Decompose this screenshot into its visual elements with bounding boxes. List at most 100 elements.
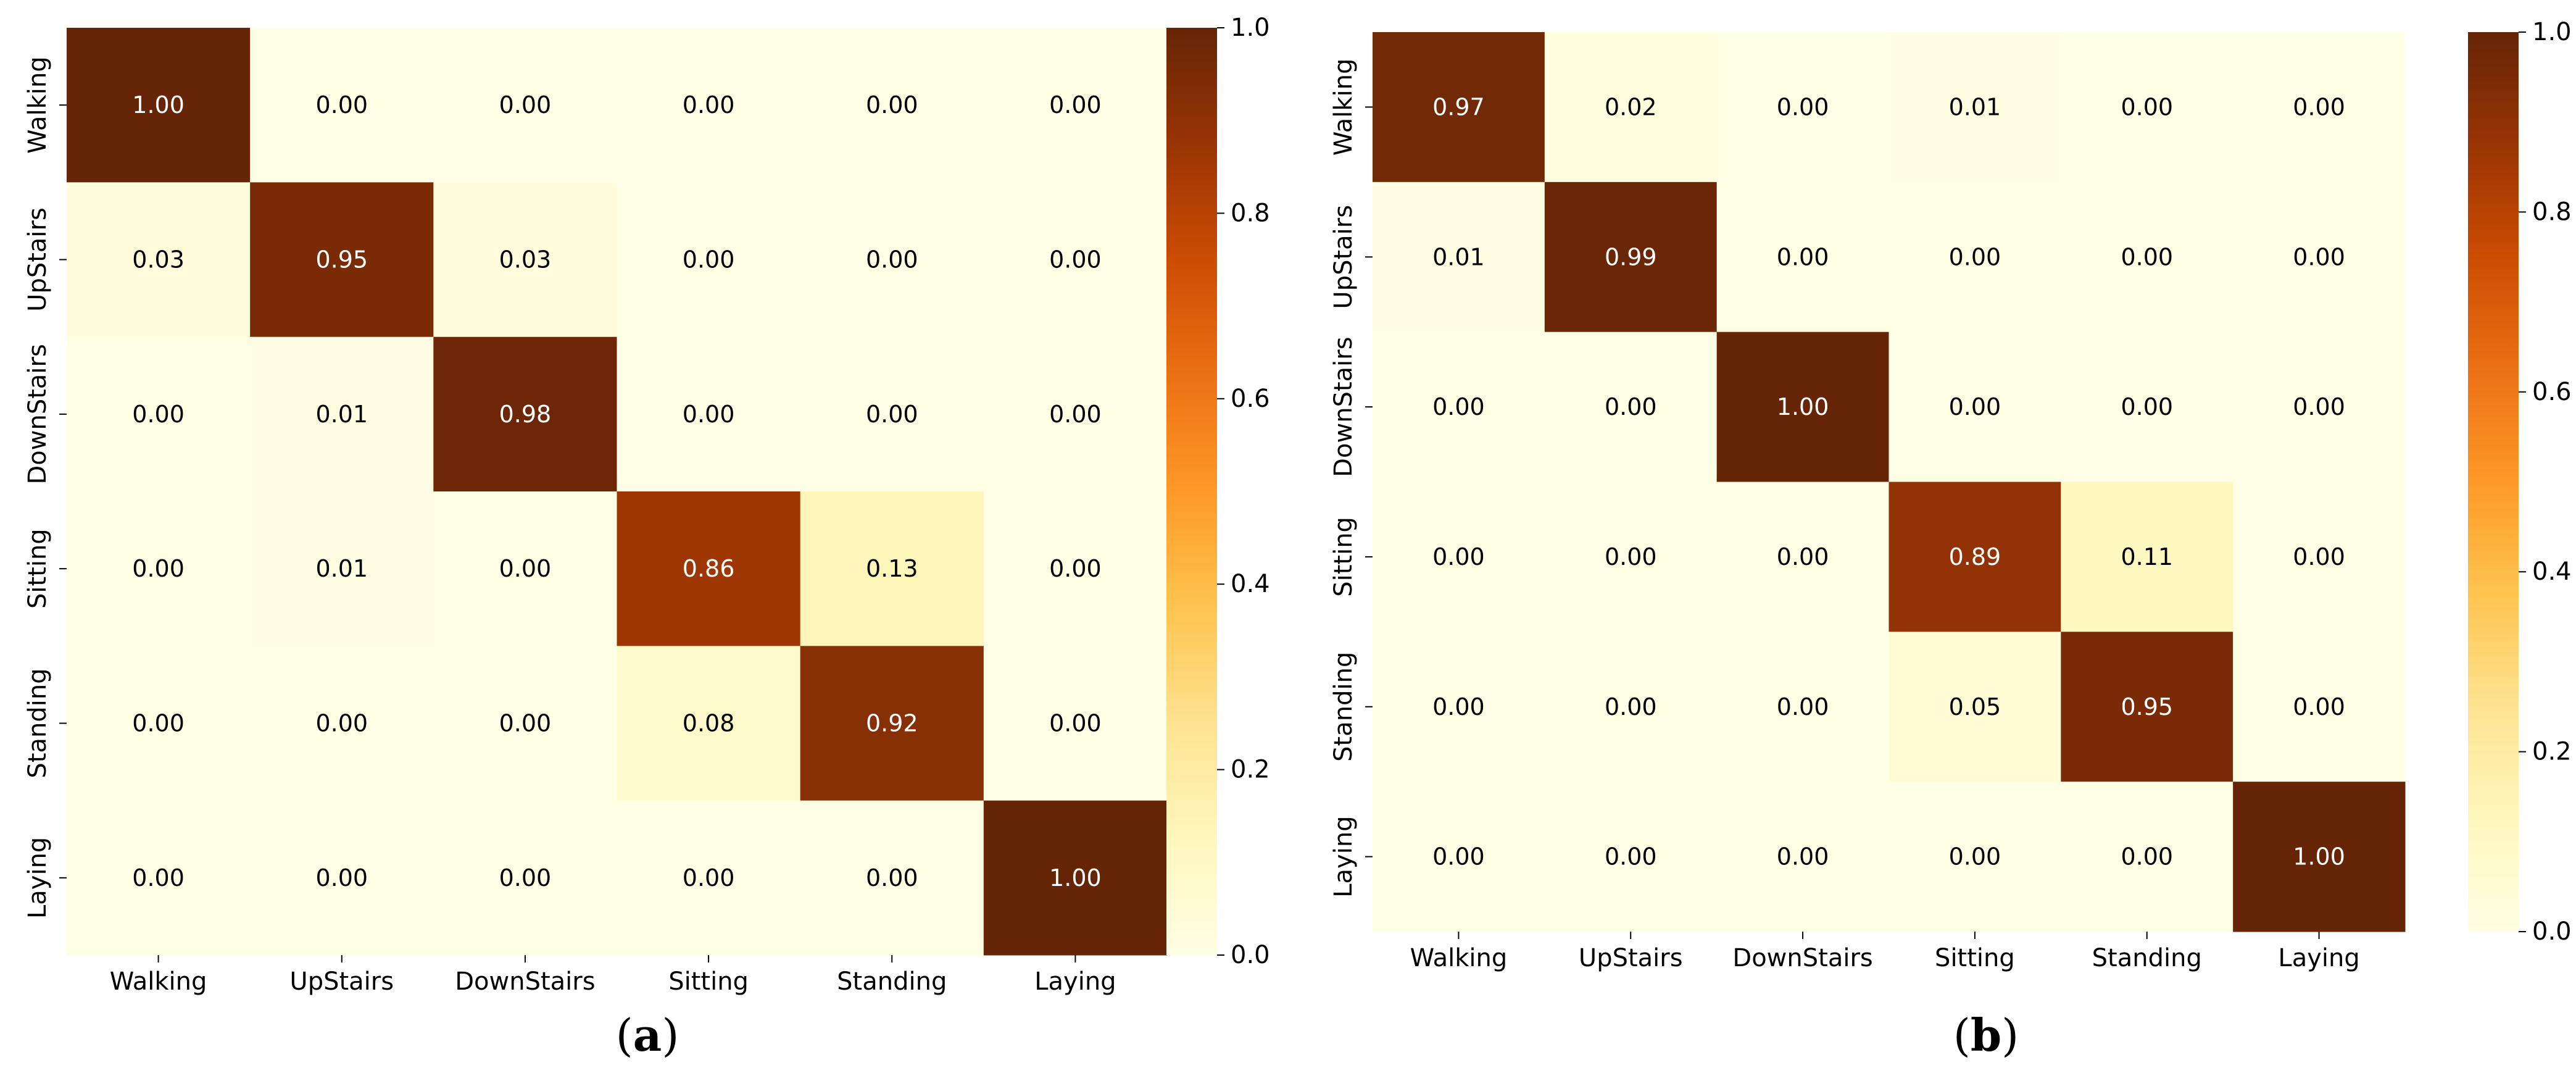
cell-value-label: 0.02 <box>1605 93 1657 120</box>
cell-value-label: 0.00 <box>1049 91 1102 119</box>
heatmap-cell <box>1888 632 2061 782</box>
cell-value-label: 0.92 <box>866 710 918 737</box>
cell-value-label: 0.00 <box>1432 843 1485 871</box>
heatmap-cell <box>250 646 434 801</box>
cell-value-label: 0.00 <box>1432 693 1485 720</box>
heatmap-cell <box>617 336 801 492</box>
cell-value-label: 0.00 <box>2121 93 2173 120</box>
colorbar-tick-label: 0.8 <box>1231 199 1270 227</box>
cell-value-label: 0.00 <box>499 864 552 891</box>
heatmap-cell <box>800 336 984 492</box>
cell-value-label: 0.00 <box>2121 393 2173 420</box>
heatmap-cell <box>1544 32 1718 183</box>
panel-caption: (a) <box>616 1009 679 1061</box>
cell-value-label: 0.00 <box>1049 555 1102 582</box>
cell-value-label: 0.03 <box>132 246 185 273</box>
cell-value-label: 1.00 <box>1049 864 1102 891</box>
x-tick-label: Walking <box>110 967 207 996</box>
heatmap-cell <box>617 491 801 646</box>
cell-value-label: 0.00 <box>315 710 368 737</box>
cell-value-label: 0.00 <box>499 555 552 582</box>
cell-value-label: 0.00 <box>1049 246 1102 273</box>
heatmap-cell <box>2061 32 2233 183</box>
colorbar-tick-label: 0.6 <box>1231 385 1270 413</box>
cell-value-label: 0.00 <box>1949 243 2001 270</box>
heatmap-cell <box>2233 32 2406 183</box>
cell-value-label: 1.00 <box>2293 843 2345 871</box>
heatmap-cell <box>2061 632 2233 782</box>
heatmap-cell <box>1716 632 1889 782</box>
y-tick-label: UpStairs <box>23 207 52 312</box>
cell-value-label: 0.00 <box>1605 543 1657 570</box>
heatmap-cell <box>250 28 434 183</box>
cell-value-label: 0.00 <box>1777 93 1829 120</box>
cell-value-label: 0.00 <box>1605 843 1657 871</box>
heatmap-cell <box>2233 482 2406 632</box>
x-tick-label: DownStairs <box>1732 944 1872 972</box>
heatmap-cell <box>800 800 984 956</box>
cell-value-label: 0.11 <box>2121 543 2173 570</box>
heatmap-cell <box>433 182 617 338</box>
heatmap-cell <box>433 28 617 183</box>
heatmap-cell <box>800 646 984 801</box>
cell-value-label: 0.95 <box>315 246 368 273</box>
heatmap-cell <box>433 800 617 956</box>
heatmap-cell <box>1888 482 2061 632</box>
x-tick-label: Sitting <box>668 967 749 996</box>
x-tick-label: UpStairs <box>289 967 394 996</box>
cell-value-label: 0.89 <box>1949 543 2001 570</box>
y-tick-label: Walking <box>23 56 52 154</box>
heatmap-cell <box>1373 632 1545 782</box>
heatmap-cell <box>67 646 251 801</box>
colorbar-tick-label: 0.6 <box>2532 378 2572 406</box>
cell-value-label: 0.00 <box>2121 843 2173 871</box>
heatmap-cell <box>1544 782 1718 932</box>
y-tick-label: Standing <box>23 668 52 778</box>
cell-value-label: 0.00 <box>1777 843 1829 871</box>
cell-value-label: 0.01 <box>315 555 368 582</box>
cell-value-label: 0.00 <box>1049 401 1102 428</box>
heatmap-cell <box>983 336 1168 492</box>
heatmap-cell <box>1544 332 1718 482</box>
colorbar-tick-label: 1.0 <box>1231 14 1270 42</box>
cell-value-label: 0.08 <box>683 710 735 737</box>
cell-value-label: 0.00 <box>1949 843 2001 871</box>
heatmap-cell <box>800 182 984 338</box>
cell-value-label: 0.00 <box>1432 543 1485 570</box>
cell-value-label: 0.00 <box>683 401 735 428</box>
heatmap-cell <box>617 182 801 338</box>
heatmap-cell <box>2061 332 2233 482</box>
heatmap-cell <box>67 182 251 338</box>
y-tick-label: Sitting <box>23 528 52 609</box>
heatmap-cell <box>1888 182 2061 333</box>
colorbar <box>1166 28 1217 955</box>
y-tick-label: DownStairs <box>1329 336 1358 477</box>
cell-value-label: 0.01 <box>315 401 368 428</box>
cell-value-label: 0.03 <box>499 246 552 273</box>
y-tick-label: Standing <box>1329 652 1358 762</box>
heatmap-cell <box>1373 32 1545 183</box>
cell-value-label: 0.00 <box>1605 693 1657 720</box>
heatmap-cell <box>433 491 617 646</box>
heatmap-cell <box>1716 482 1889 632</box>
cell-value-label: 0.00 <box>132 710 185 737</box>
heatmap-cell <box>433 336 617 492</box>
heatmap-cell <box>983 646 1168 801</box>
heatmap-cell <box>617 28 801 183</box>
heatmap-cell <box>1716 782 1889 932</box>
cell-value-label: 0.00 <box>866 91 918 119</box>
x-tick-label: Laying <box>2278 944 2359 972</box>
heatmap-cell <box>250 182 434 338</box>
heatmap-cell <box>617 800 801 956</box>
heatmap-cell <box>1544 482 1718 632</box>
heatmap-cell <box>1716 182 1889 333</box>
colorbar-tick-label: 0.8 <box>2532 198 2572 226</box>
cell-value-label: 0.97 <box>1432 93 1485 120</box>
heatmap-panel-b: 0.97 0.02 0.00 0.01 0.00 0.000.01 0.99 0.00 0.00… <box>1329 18 2572 1061</box>
x-tick-label: Walking <box>1410 944 1508 972</box>
cell-value-label: 0.00 <box>2293 543 2345 570</box>
y-tick-label: UpStairs <box>1329 205 1358 309</box>
cell-value-label: 0.01 <box>1949 93 2001 120</box>
cell-value-label: 0.00 <box>2293 243 2345 270</box>
